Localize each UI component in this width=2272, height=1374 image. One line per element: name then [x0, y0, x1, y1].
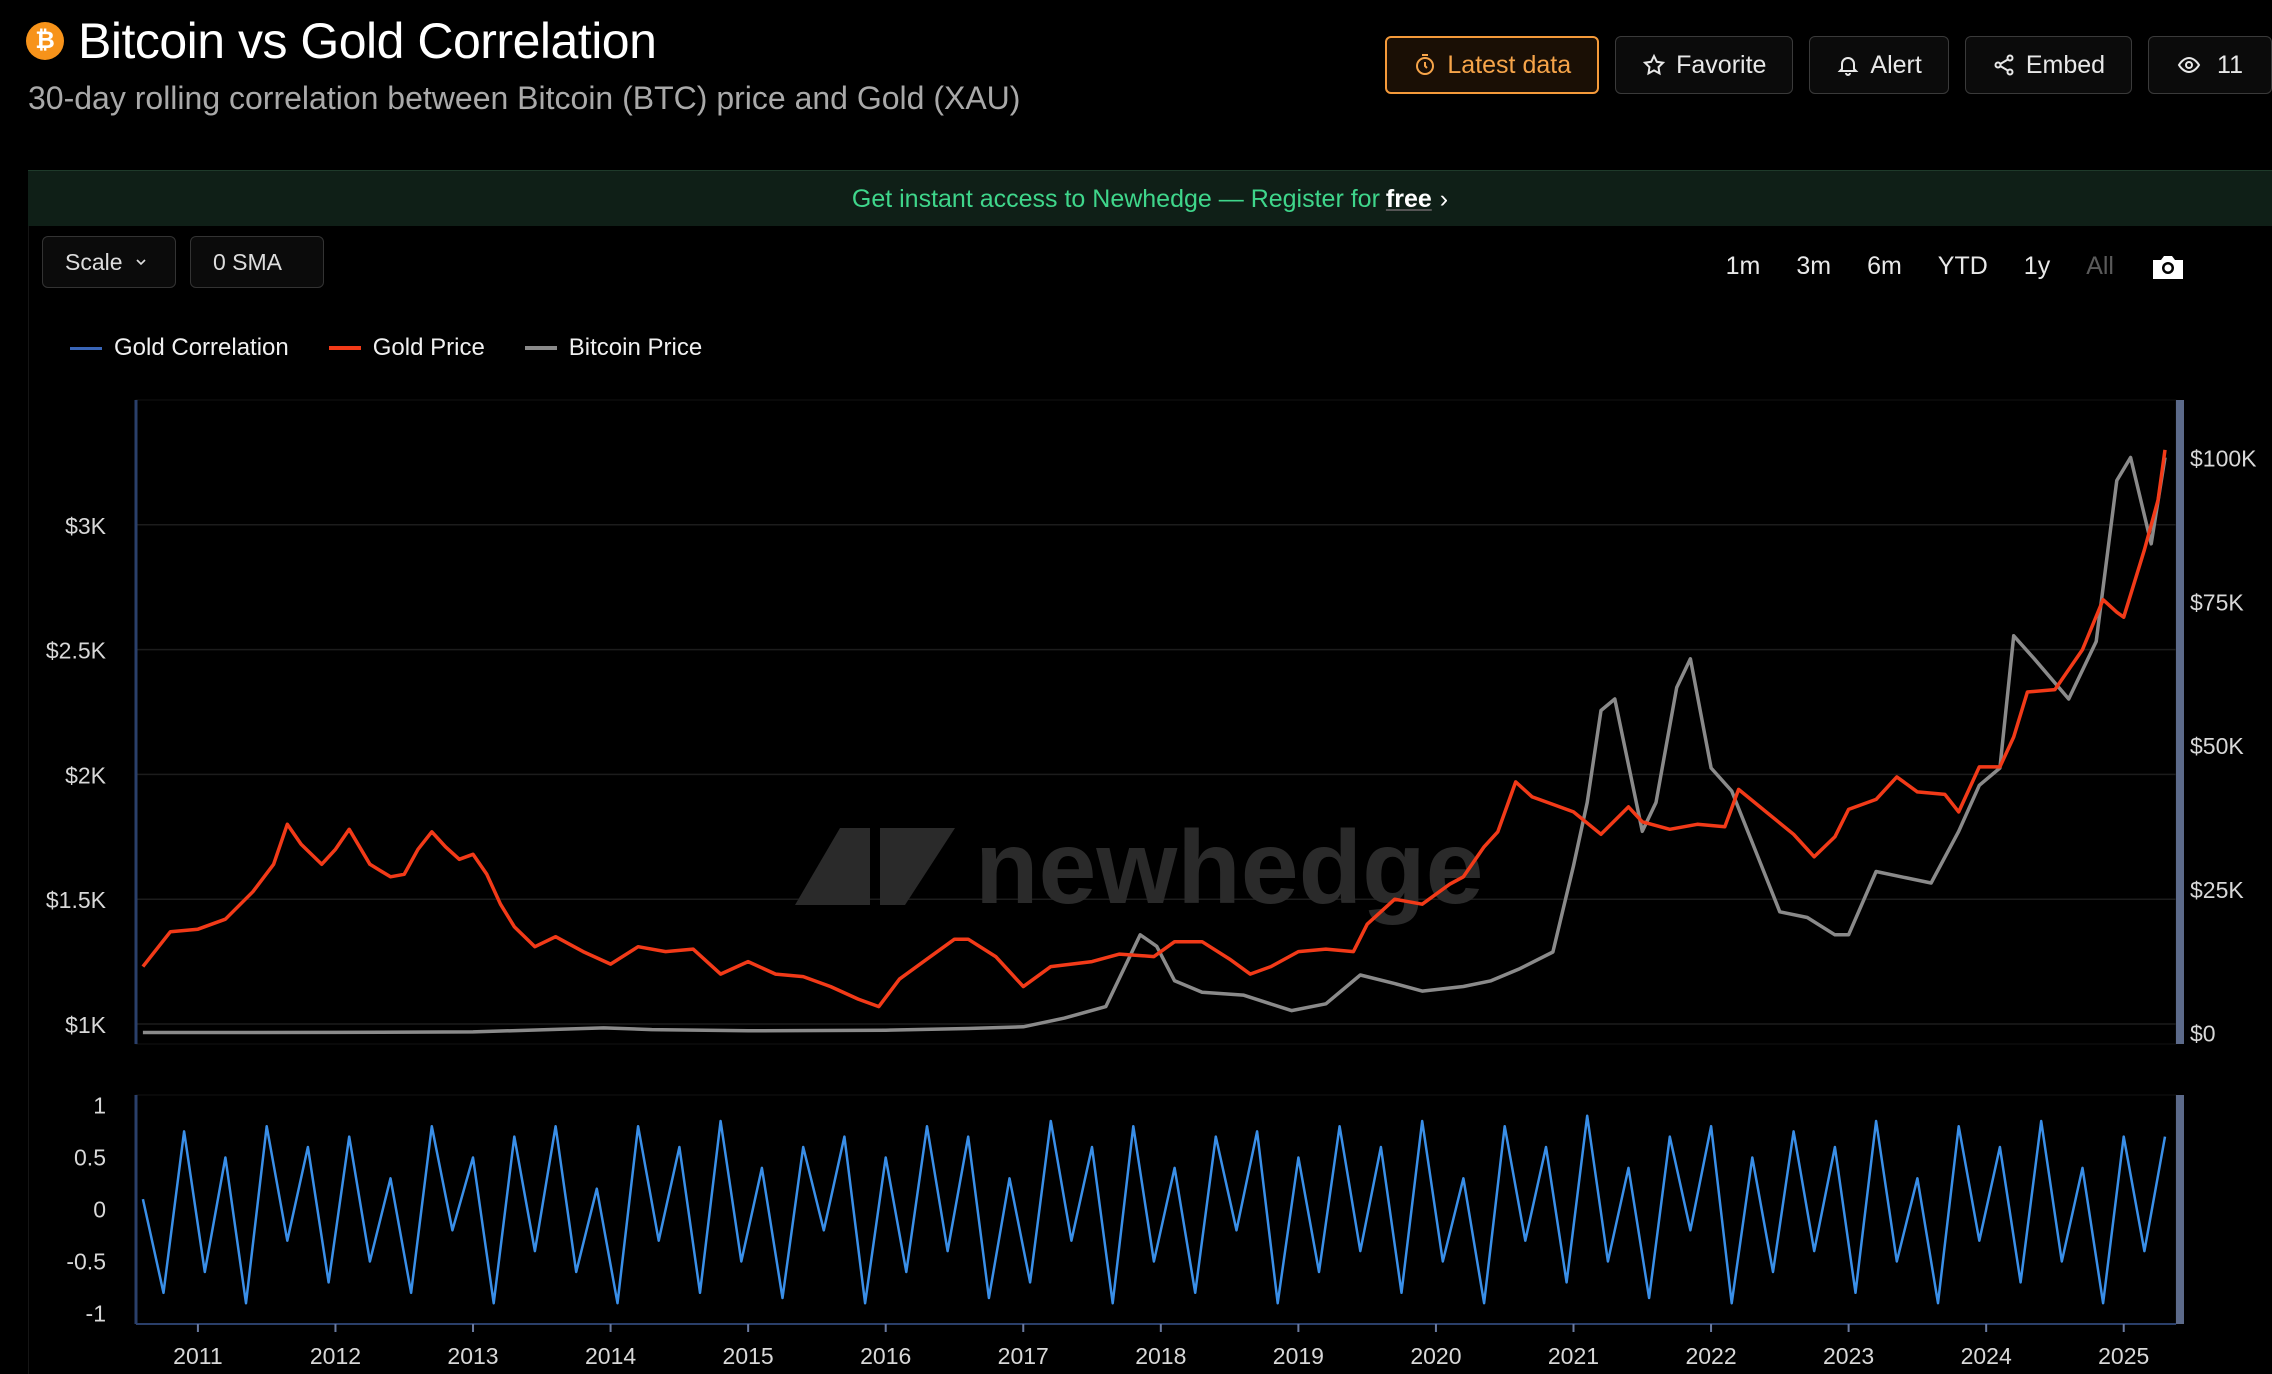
- chart-legend: Gold Correlation Gold Price Bitcoin Pric…: [70, 334, 702, 362]
- legend-item-correlation[interactable]: Gold Correlation: [70, 334, 289, 362]
- eye-icon: [2177, 56, 2201, 74]
- bell-icon: [1838, 57, 1859, 76]
- share-icon: [1994, 54, 2014, 76]
- scale-dropdown[interactable]: Scale: [42, 236, 176, 288]
- legend-label-correlation: Gold Correlation: [114, 334, 289, 361]
- views-counter[interactable]: 11: [2148, 36, 2272, 94]
- legend-swatch-correlation: [70, 346, 102, 350]
- alert-button[interactable]: Alert: [1809, 36, 1949, 94]
- sma-label: 0 SMA: [213, 248, 283, 275]
- bitcoin-icon: ₿: [26, 22, 64, 60]
- action-bar: Latest data Favorite Alert Embed 11: [1385, 36, 2272, 94]
- embed-button[interactable]: Embed: [1964, 36, 2133, 94]
- chart-card: [28, 226, 2272, 1374]
- latest-data-label: Latest data: [1447, 50, 1572, 79]
- embed-label: Embed: [2025, 50, 2106, 79]
- alert-label: Alert: [1870, 50, 1922, 79]
- page-subtitle: 30-day rolling correlation between Bitco…: [28, 80, 1021, 116]
- title-row: ₿ Bitcoin vs Gold Correlation: [26, 12, 657, 70]
- legend-item-bitcoin[interactable]: Bitcoin Price: [524, 334, 703, 362]
- time-range-selector: 1m 3m 6m YTD 1y All: [1726, 252, 2186, 281]
- range-1m[interactable]: 1m: [1725, 252, 1761, 280]
- range-all[interactable]: All: [2086, 252, 2114, 280]
- range-ytd[interactable]: YTD: [1937, 252, 1988, 280]
- latest-data-button[interactable]: Latest data: [1385, 36, 1600, 94]
- range-6m[interactable]: 6m: [1867, 252, 1902, 280]
- banner-text: Get instant access to Newhedge — Registe…: [851, 184, 1380, 213]
- register-banner[interactable]: Get instant access to Newhedge — Registe…: [28, 170, 2272, 228]
- views-count: 11: [2217, 50, 2243, 79]
- star-icon: [1642, 53, 1666, 76]
- legend-swatch-bitcoin: [524, 346, 557, 350]
- scale-label: Scale: [65, 248, 123, 275]
- chevron-down-icon: [135, 259, 146, 266]
- favorite-label: Favorite: [1676, 50, 1767, 79]
- page-header: ₿ Bitcoin vs Gold Correlation 30-day rol…: [0, 0, 2272, 160]
- favorite-button[interactable]: Favorite: [1615, 36, 1794, 94]
- sma-input[interactable]: 0 SMA: [190, 236, 324, 288]
- timer-icon: [1416, 54, 1435, 75]
- range-3m[interactable]: 3m: [1796, 252, 1832, 280]
- legend-item-gold[interactable]: Gold Price: [328, 334, 485, 362]
- range-1y[interactable]: 1y: [2023, 252, 2051, 280]
- page-title: Bitcoin vs Gold Correlation: [78, 13, 657, 69]
- chevron-right-icon: ›: [1439, 184, 1449, 213]
- legend-label-bitcoin: Bitcoin Price: [568, 334, 703, 361]
- banner-free-link[interactable]: free: [1385, 184, 1432, 213]
- legend-label-gold: Gold Price: [372, 334, 485, 361]
- legend-swatch-gold: [328, 346, 361, 350]
- camera-icon[interactable]: [2150, 253, 2186, 281]
